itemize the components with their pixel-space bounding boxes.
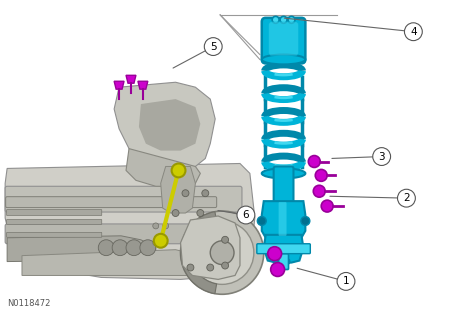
Circle shape [202, 190, 209, 197]
Circle shape [288, 16, 295, 23]
Ellipse shape [262, 55, 305, 64]
Circle shape [153, 240, 159, 246]
Circle shape [222, 262, 228, 269]
Circle shape [210, 241, 234, 264]
Circle shape [154, 234, 168, 248]
Text: 3: 3 [378, 152, 385, 162]
Polygon shape [138, 81, 148, 89]
Polygon shape [262, 201, 305, 238]
FancyBboxPatch shape [273, 166, 293, 205]
Circle shape [98, 240, 114, 256]
Wedge shape [181, 212, 217, 294]
Polygon shape [161, 166, 195, 213]
Circle shape [257, 216, 266, 225]
FancyBboxPatch shape [278, 259, 290, 264]
Polygon shape [181, 216, 240, 279]
Circle shape [187, 264, 194, 271]
Polygon shape [126, 75, 136, 83]
Circle shape [268, 247, 282, 261]
Circle shape [140, 240, 156, 256]
Circle shape [204, 38, 222, 55]
FancyBboxPatch shape [279, 254, 289, 269]
Circle shape [181, 211, 264, 294]
Text: 6: 6 [243, 210, 249, 220]
Polygon shape [126, 148, 201, 186]
FancyBboxPatch shape [6, 197, 217, 208]
Text: 4: 4 [410, 27, 417, 37]
Circle shape [222, 236, 228, 243]
Text: 5: 5 [210, 42, 217, 51]
FancyBboxPatch shape [269, 22, 299, 55]
Circle shape [237, 206, 255, 224]
FancyBboxPatch shape [262, 18, 305, 64]
Circle shape [112, 240, 128, 256]
Polygon shape [264, 235, 303, 263]
FancyBboxPatch shape [7, 219, 102, 224]
Circle shape [172, 163, 185, 177]
Ellipse shape [262, 168, 305, 178]
FancyBboxPatch shape [279, 202, 287, 236]
Circle shape [172, 210, 179, 216]
Text: 1: 1 [343, 277, 349, 286]
Polygon shape [114, 82, 215, 170]
Circle shape [153, 223, 159, 229]
Circle shape [197, 210, 204, 216]
FancyBboxPatch shape [7, 210, 102, 215]
Polygon shape [7, 236, 156, 262]
Circle shape [280, 16, 287, 23]
Polygon shape [22, 250, 210, 276]
Circle shape [191, 221, 254, 284]
FancyBboxPatch shape [7, 232, 102, 237]
Circle shape [313, 185, 325, 197]
Polygon shape [5, 163, 255, 279]
Text: 2: 2 [403, 193, 410, 203]
FancyBboxPatch shape [5, 224, 237, 244]
Circle shape [207, 264, 214, 271]
Text: N0118472: N0118472 [7, 299, 51, 308]
Circle shape [309, 156, 320, 167]
FancyBboxPatch shape [257, 244, 310, 254]
Circle shape [126, 240, 142, 256]
Circle shape [404, 23, 422, 41]
Polygon shape [139, 99, 201, 151]
Polygon shape [114, 81, 124, 89]
FancyBboxPatch shape [5, 186, 242, 212]
Circle shape [271, 263, 284, 277]
Circle shape [337, 272, 355, 290]
Circle shape [301, 216, 310, 225]
Circle shape [163, 223, 169, 229]
Circle shape [315, 170, 327, 181]
Circle shape [272, 16, 279, 23]
Circle shape [373, 148, 391, 166]
Circle shape [182, 190, 189, 197]
Circle shape [398, 189, 415, 207]
Circle shape [321, 200, 333, 212]
